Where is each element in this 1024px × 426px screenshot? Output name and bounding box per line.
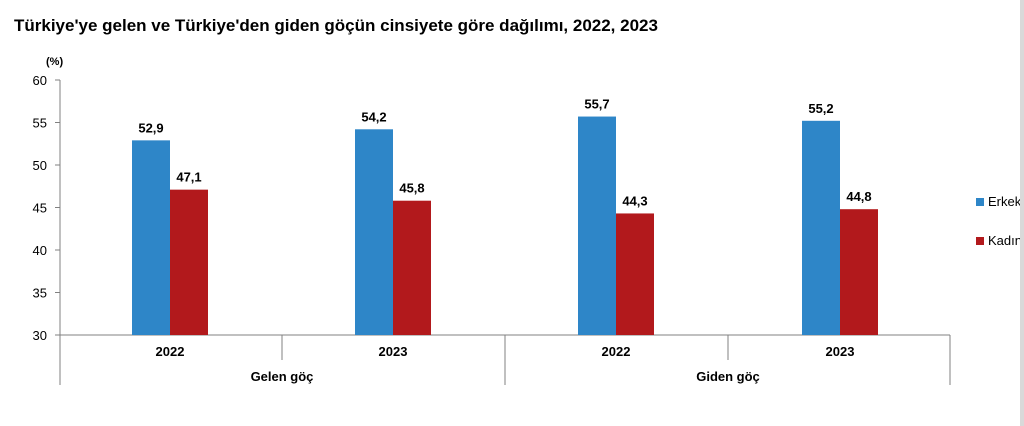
data-label: 44,8	[846, 189, 871, 204]
y-tick-label: 60	[33, 73, 47, 88]
y-tick-label: 30	[33, 328, 47, 343]
bar-kadın-2023	[393, 200, 431, 335]
data-label: 55,2	[808, 101, 833, 116]
y-tick-label: 40	[33, 243, 47, 258]
bar-erkek-2022	[132, 140, 170, 335]
x-category-label: 2023	[379, 344, 408, 359]
legend-label: Kadın	[988, 233, 1022, 248]
legend-swatch	[976, 236, 984, 245]
y-tick-label: 45	[33, 201, 47, 216]
y-tick-label: 50	[33, 158, 47, 173]
legend-item-kadın: Kadın	[976, 233, 1022, 248]
x-category-label: 2023	[826, 344, 855, 359]
window-edge	[1020, 0, 1024, 426]
data-label: 44,3	[622, 193, 647, 208]
chart-title: Türkiye'ye gelen ve Türkiye'den giden gö…	[14, 16, 658, 35]
x-group-label: Giden göç	[696, 369, 760, 384]
x-category-label: 2022	[156, 344, 185, 359]
y-unit-label: (%)	[46, 56, 63, 68]
bar-kadın-2022	[170, 189, 208, 335]
data-label: 55,7	[584, 97, 609, 112]
bar-kadın-2022	[616, 213, 654, 335]
data-label: 54,2	[361, 109, 386, 124]
bar-kadın-2023	[840, 209, 878, 335]
bar-erkek-2023	[802, 120, 840, 335]
x-group-label: Gelen göç	[251, 369, 314, 384]
data-label: 45,8	[399, 181, 424, 196]
legend-label: Erkek	[988, 194, 1022, 209]
y-tick-label: 35	[33, 286, 47, 301]
data-label: 47,1	[176, 170, 201, 185]
bar-erkek-2023	[355, 129, 393, 335]
legend-item-erkek: Erkek	[976, 194, 1022, 209]
data-label: 52,9	[138, 120, 163, 135]
legend-swatch	[976, 197, 984, 206]
x-category-label: 2022	[602, 344, 631, 359]
bar-erkek-2022	[578, 116, 616, 335]
y-tick-label: 55	[33, 116, 47, 131]
